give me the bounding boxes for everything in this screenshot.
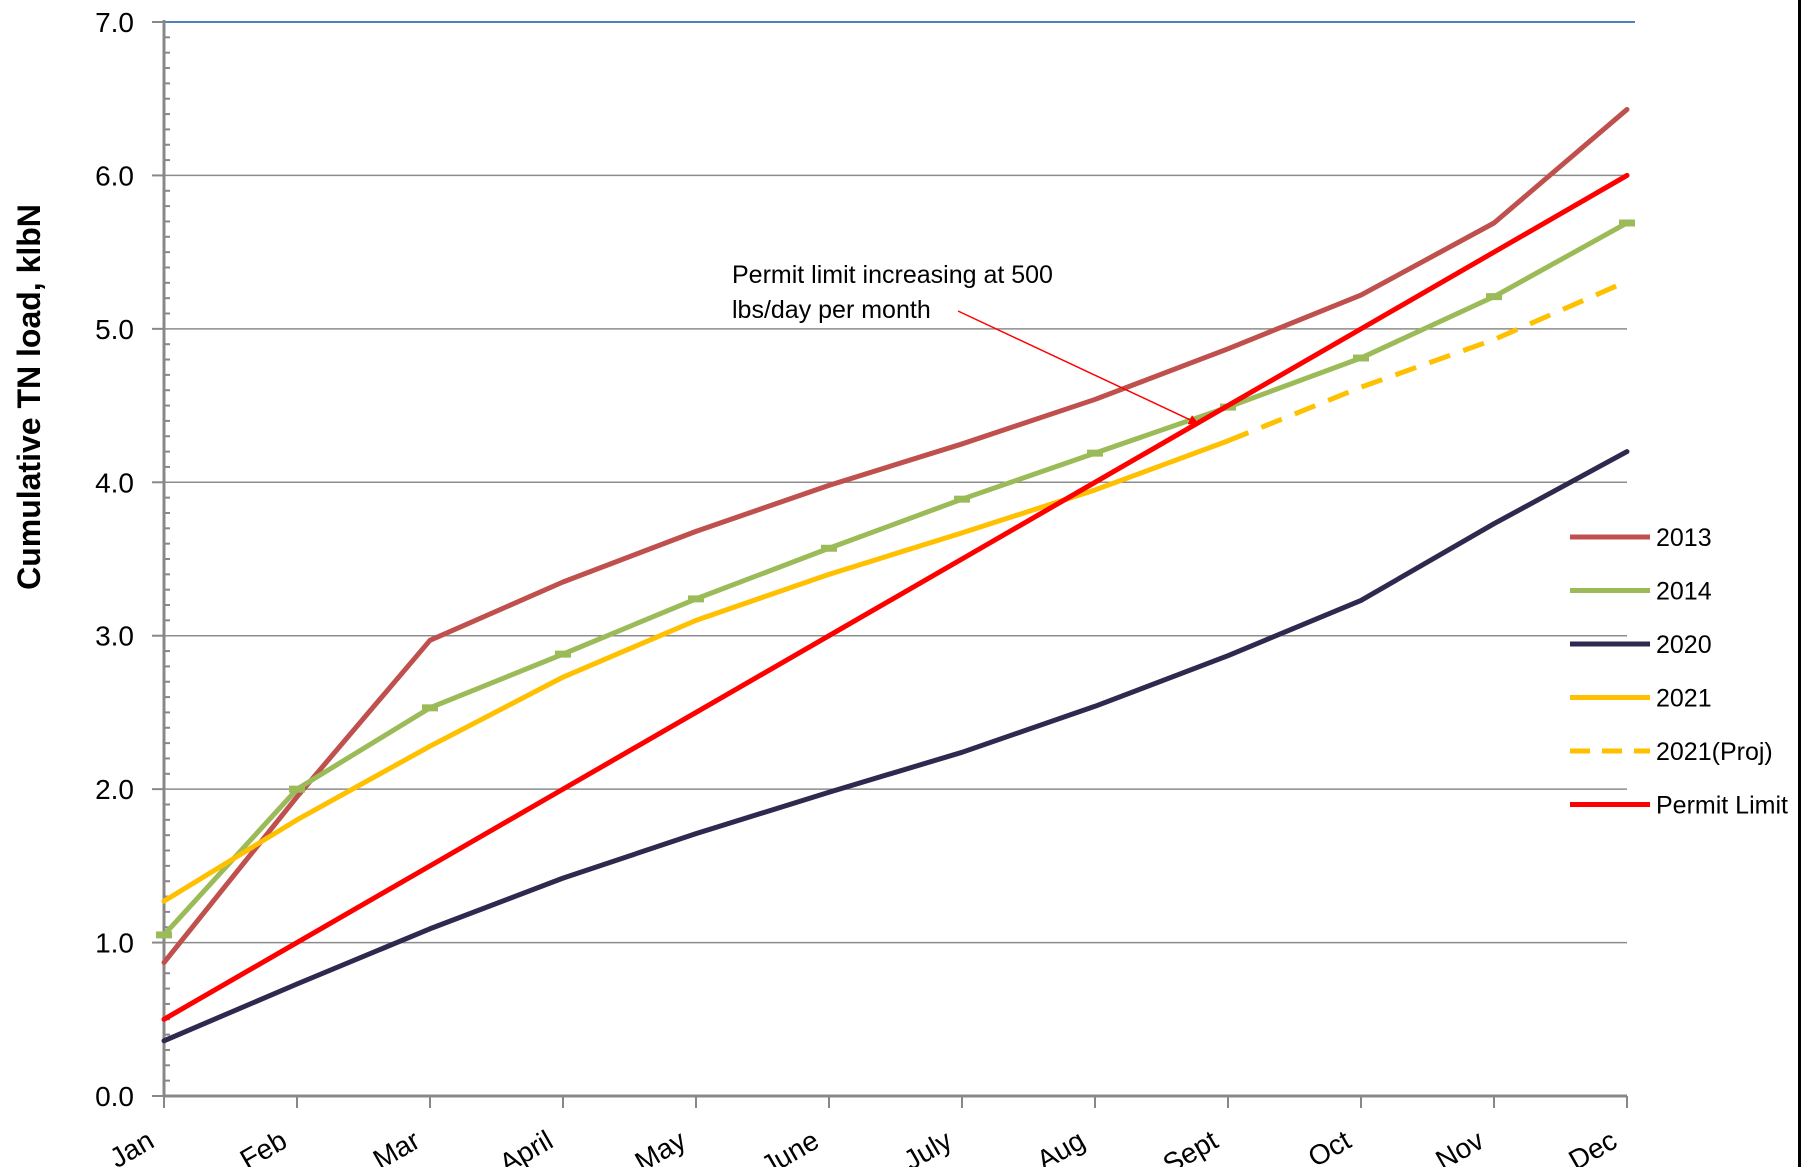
series-line bbox=[161, 220, 1630, 938]
x-tick-label: Oct bbox=[1303, 1124, 1356, 1167]
chart-frame-right bbox=[1798, 0, 1801, 1167]
series-line bbox=[161, 106, 1630, 966]
x-tick-labels: Jan Feb Mar April May June July Aug Sept Oct Nov De… bbox=[104, 1124, 1622, 1167]
y-axis-title: Cumulative TN load, klbN bbox=[11, 204, 47, 590]
y-tick-label: 6.0 bbox=[95, 160, 134, 191]
series-permit-limit bbox=[161, 172, 1630, 1022]
gridlines bbox=[164, 21, 1635, 944]
series-line bbox=[1227, 279, 1629, 444]
legend-item: 2014 bbox=[1570, 578, 1712, 606]
annotation: Permit limit increasing at 500 lbs/day pe… bbox=[732, 261, 1199, 425]
series-2021 bbox=[161, 438, 1231, 904]
y-tick-labels: 0.0 1.0 2.0 3.0 4.0 5.0 6.0 7.0 bbox=[95, 7, 134, 1112]
annotation-text: Permit limit increasing at 500 bbox=[732, 261, 1053, 289]
y-tick-label: 2.0 bbox=[95, 774, 134, 805]
series-line bbox=[161, 172, 1630, 1022]
series-group bbox=[156, 106, 1635, 1044]
legend-label: 2021(Proj) bbox=[1656, 738, 1773, 766]
legend-item: 2013 bbox=[1570, 524, 1712, 552]
legend-label: 2020 bbox=[1656, 631, 1712, 659]
series-2014 bbox=[156, 219, 1635, 939]
series-line bbox=[161, 438, 1231, 904]
x-tick-label: April bbox=[494, 1124, 558, 1167]
series-2021-proj- bbox=[1227, 279, 1629, 444]
legend-item: 2021(Proj) bbox=[1570, 738, 1773, 766]
x-tick-label: Sept bbox=[1158, 1124, 1224, 1167]
annotation-arrow bbox=[957, 310, 1199, 425]
series-line bbox=[161, 449, 1630, 1044]
x-tick-label: Mar bbox=[368, 1124, 425, 1167]
x-tick-label: Aug bbox=[1031, 1124, 1090, 1167]
series-2013 bbox=[161, 106, 1630, 966]
legend-item: Permit Limit bbox=[1570, 792, 1788, 820]
x-tick-label: Dec bbox=[1563, 1124, 1622, 1167]
x-tick-label: Nov bbox=[1430, 1124, 1489, 1167]
y-tick-label: 5.0 bbox=[95, 314, 134, 345]
y-tick-label: 7.0 bbox=[95, 7, 134, 38]
series-2020 bbox=[161, 449, 1630, 1044]
x-tick-label: Feb bbox=[235, 1124, 292, 1167]
axes bbox=[152, 20, 1628, 1108]
x-tick-label: Jan bbox=[104, 1124, 159, 1167]
legend-item: 2021 bbox=[1570, 685, 1712, 713]
y-tick-label: 3.0 bbox=[95, 621, 134, 652]
legend-item: 2020 bbox=[1570, 631, 1712, 659]
legend-label: 2021 bbox=[1656, 685, 1712, 713]
legend-label: 2014 bbox=[1656, 578, 1712, 606]
x-tick-label: July bbox=[898, 1124, 957, 1167]
y-tick-label: 1.0 bbox=[95, 928, 134, 959]
y-tick-label: 0.0 bbox=[95, 1081, 134, 1112]
x-tick-label: June bbox=[756, 1124, 824, 1167]
legend-label: 2013 bbox=[1656, 524, 1712, 552]
y-tick-label: 4.0 bbox=[95, 467, 134, 498]
legend-label: Permit Limit bbox=[1656, 792, 1788, 820]
x-tick-label: May bbox=[630, 1124, 691, 1167]
legend: 2013 2014 2020 2021 2021(Proj) Permit Limit bbox=[1570, 524, 1788, 820]
annotation-text: lbs/day per month bbox=[732, 296, 931, 324]
